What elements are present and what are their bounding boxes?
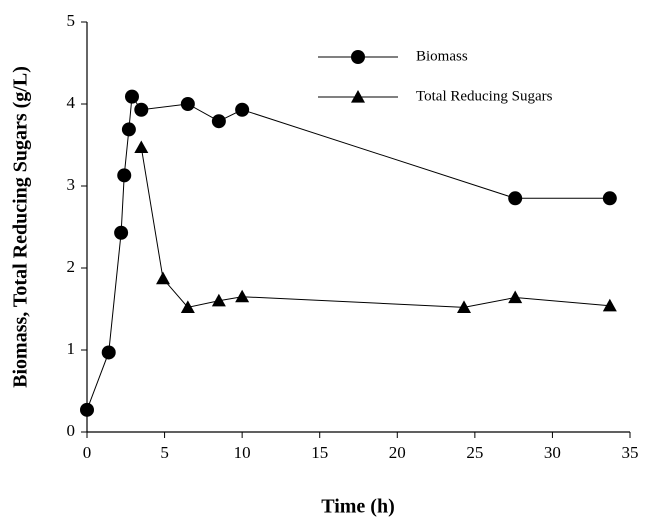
marker [117, 168, 132, 183]
series-line [86, 95, 610, 411]
marker [456, 300, 471, 313]
marker [508, 290, 523, 304]
marker [211, 114, 226, 129]
y-tick-label: 0 [67, 421, 76, 440]
y-tick-label: 2 [67, 257, 76, 276]
marker [180, 300, 195, 313]
x-tick-label: 10 [234, 443, 251, 462]
legend-text: Total Reducing Sugars [416, 88, 553, 104]
marker [101, 345, 116, 360]
y-tick-label: 3 [67, 175, 76, 194]
marker [211, 293, 226, 307]
marker [180, 97, 195, 111]
marker [235, 102, 250, 117]
x-tick-label: 5 [160, 443, 169, 462]
x-tick-label: 30 [544, 443, 561, 462]
y-tick-label: 5 [67, 11, 76, 30]
marker [121, 122, 136, 137]
x-tick-label: 0 [83, 443, 92, 462]
marker [508, 191, 523, 206]
marker [134, 102, 149, 117]
marker [602, 298, 617, 312]
marker [114, 225, 129, 240]
legend-marker [351, 90, 365, 103]
x-tick-label: 25 [466, 443, 483, 462]
series-line [140, 147, 610, 308]
legend-text: Biomass [416, 48, 468, 64]
marker [80, 402, 94, 417]
marker [602, 191, 617, 206]
y-axis-title: Biomass, Total Reducing Sugars (g/L) [10, 66, 32, 388]
marker [134, 140, 149, 154]
x-axis-title: Time (h) [321, 496, 395, 518]
marker [124, 89, 139, 104]
legend-marker [351, 50, 365, 64]
y-tick-label: 4 [67, 93, 76, 112]
x-tick-label: 20 [389, 443, 406, 462]
x-tick-label: 15 [311, 443, 328, 462]
x-tick-label: 35 [622, 443, 639, 462]
y-tick-label: 1 [67, 339, 76, 358]
marker [235, 289, 250, 303]
marker [156, 271, 171, 285]
